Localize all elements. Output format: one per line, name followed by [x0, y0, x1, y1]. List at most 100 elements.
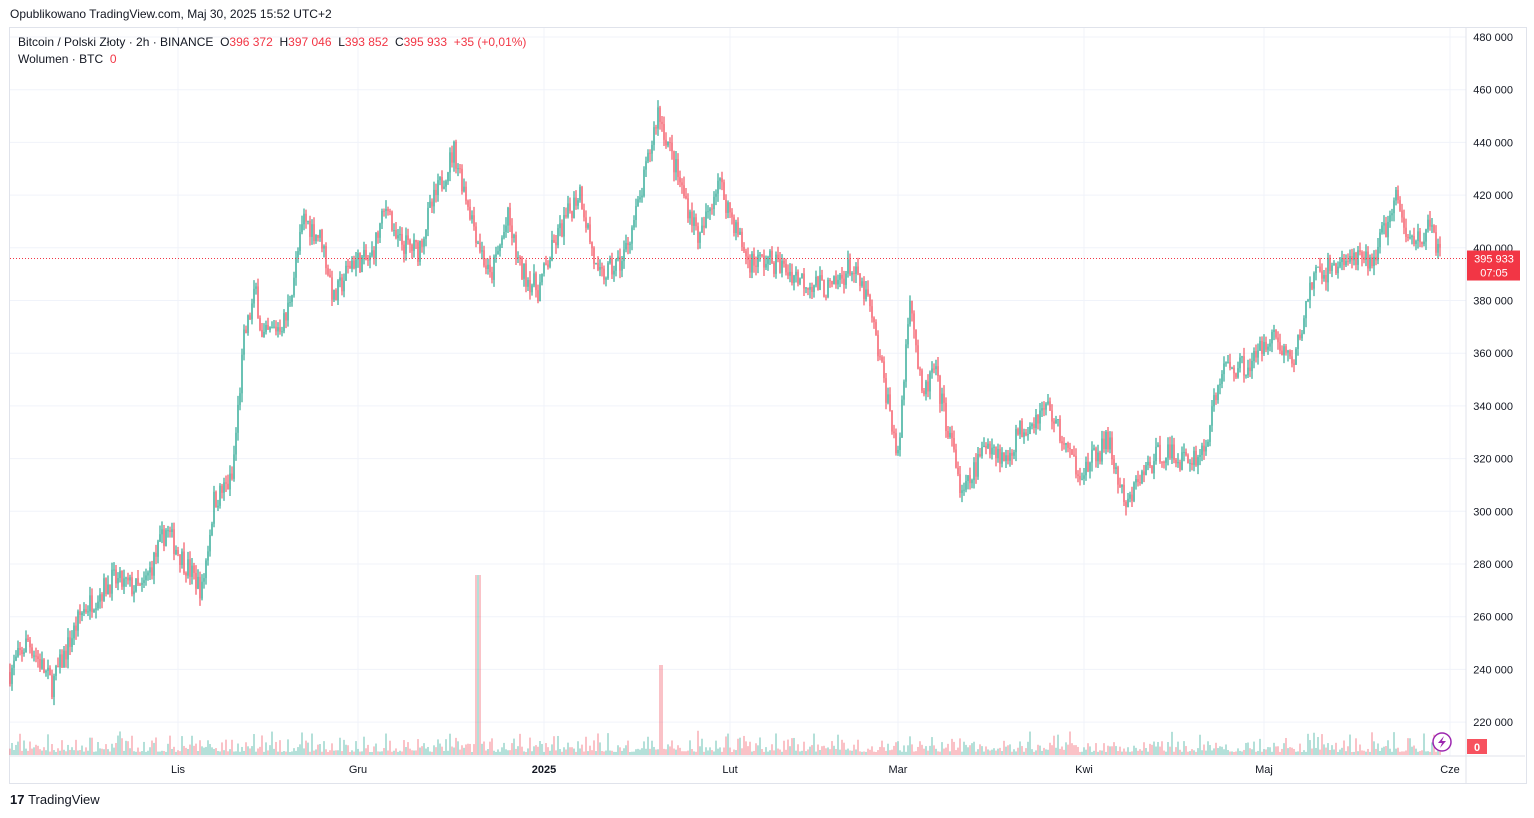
candle-body — [321, 229, 323, 249]
volume-bar — [305, 740, 307, 755]
volume-bar — [199, 740, 201, 755]
volume-bar — [265, 742, 267, 755]
volume-bar — [1147, 751, 1149, 755]
y-tick-label: 340 000 — [1473, 401, 1513, 413]
volume-bar — [107, 749, 109, 755]
volume-bar — [1019, 741, 1021, 755]
volume-bar — [865, 751, 867, 755]
volume-bar — [595, 751, 597, 755]
volume-bar — [1159, 746, 1161, 755]
candle-body — [117, 578, 119, 584]
volume-bar — [659, 665, 661, 755]
lightning-icon[interactable] — [1432, 732, 1452, 752]
volume-bar — [1173, 751, 1175, 755]
candle-body — [639, 197, 641, 200]
candle-body — [67, 637, 69, 660]
candle-body — [789, 271, 791, 276]
volume-bar — [147, 750, 149, 755]
volume-label[interactable]: Wolumen · BTC — [18, 52, 104, 66]
candle-body — [971, 480, 973, 484]
volume-bar — [1245, 742, 1247, 755]
volume-bar — [507, 750, 509, 755]
candle-body — [1201, 445, 1203, 456]
candle-body — [873, 317, 875, 323]
volume-bar — [389, 740, 391, 755]
volume-bar — [109, 751, 111, 755]
candle-body — [445, 181, 447, 187]
volume-bar — [535, 745, 537, 755]
candle-body — [1101, 438, 1103, 462]
volume-bar — [655, 749, 657, 755]
volume-bar — [623, 748, 625, 755]
candle-body — [1097, 452, 1099, 462]
candle-body — [781, 260, 783, 273]
candle-body — [1019, 421, 1021, 435]
volume-bar — [789, 746, 791, 755]
candle-body — [729, 202, 731, 213]
candle-body — [103, 578, 105, 601]
volume-bar — [1419, 751, 1421, 755]
volume-bar — [1363, 750, 1365, 755]
volume-bar — [9, 748, 11, 755]
candle-body — [331, 277, 333, 300]
volume-bar — [1305, 751, 1307, 755]
volume-bar — [283, 751, 285, 755]
volume-bar — [359, 751, 361, 755]
candle-body — [567, 203, 569, 217]
volume-bar — [747, 746, 749, 755]
volume-bar — [1165, 751, 1167, 755]
volume-bar — [1191, 749, 1193, 755]
volume-bar — [543, 751, 545, 755]
brand-name: TradingView — [28, 792, 100, 807]
candle-body — [999, 448, 1001, 464]
candle-body — [1269, 343, 1271, 347]
candle-body — [243, 329, 245, 355]
candle-body — [869, 295, 871, 307]
candle-body — [755, 265, 757, 267]
volume-bar — [413, 750, 415, 755]
symbol-title[interactable]: Bitcoin / Polski Złoty · 2h · BINANCE — [18, 35, 214, 49]
volume-bar — [1243, 749, 1245, 755]
y-tick-label: 240 000 — [1473, 664, 1513, 676]
candle-body — [561, 223, 563, 237]
volume-bar — [1003, 740, 1005, 755]
candle-body — [1053, 421, 1055, 424]
volume-bar — [901, 751, 903, 755]
volume-bar — [1247, 742, 1249, 755]
volume-bar — [221, 742, 223, 755]
candle-body — [815, 276, 817, 286]
volume-bar — [923, 748, 925, 755]
volume-bar — [249, 748, 251, 755]
volume-bar — [691, 748, 693, 755]
volume-bar — [301, 732, 303, 755]
candle-body — [1311, 282, 1313, 289]
candle-body — [777, 254, 779, 260]
change-value: +35 (+0,01%) — [453, 35, 527, 49]
volume-bar — [1115, 746, 1117, 755]
volume-bar — [237, 743, 239, 755]
candle-body — [829, 279, 831, 281]
volume-bar — [951, 738, 953, 755]
volume-bar — [775, 733, 777, 755]
volume-bar — [185, 747, 187, 755]
candle-body — [1281, 350, 1283, 356]
candle-body — [213, 491, 215, 524]
volume-bar — [1367, 748, 1369, 755]
candle-body — [1057, 418, 1059, 420]
tradingview-logo[interactable]: 17 TradingView — [10, 792, 100, 807]
volume-bar — [1227, 749, 1229, 755]
volume-bar — [99, 748, 101, 755]
volume-bar — [227, 751, 229, 755]
volume-bar — [1197, 748, 1199, 755]
candle-body — [601, 266, 603, 269]
candle-body — [637, 199, 639, 207]
volume-bar — [29, 741, 31, 755]
volume-bar — [307, 742, 309, 755]
volume-bar — [201, 746, 203, 755]
candle-body — [149, 567, 151, 573]
candle-body — [909, 301, 911, 325]
volume-bar — [987, 749, 989, 755]
volume-bar — [65, 751, 67, 755]
candle-body — [71, 638, 73, 647]
